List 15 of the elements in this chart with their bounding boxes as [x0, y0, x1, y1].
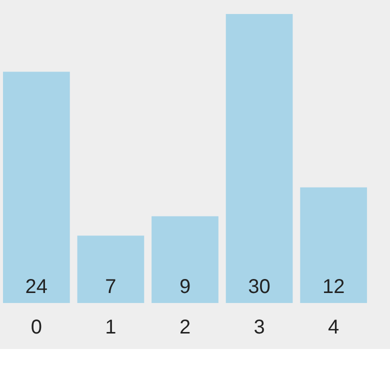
data-label: 12	[322, 276, 345, 298]
data-label: 30	[248, 276, 270, 298]
bar	[3, 72, 70, 303]
x-tick-label: 4	[328, 316, 340, 338]
data-label: 9	[179, 276, 191, 298]
bar	[300, 187, 367, 303]
data-label: 7	[105, 276, 116, 298]
x-tick-label: 3	[254, 316, 265, 338]
x-tick-label: 1	[105, 316, 116, 338]
data-label: 24	[25, 276, 48, 298]
x-tick-label: 2	[179, 316, 191, 338]
bar	[226, 14, 293, 303]
x-tick-label: 0	[30, 316, 42, 338]
bar	[77, 236, 144, 303]
bar	[152, 216, 218, 303]
